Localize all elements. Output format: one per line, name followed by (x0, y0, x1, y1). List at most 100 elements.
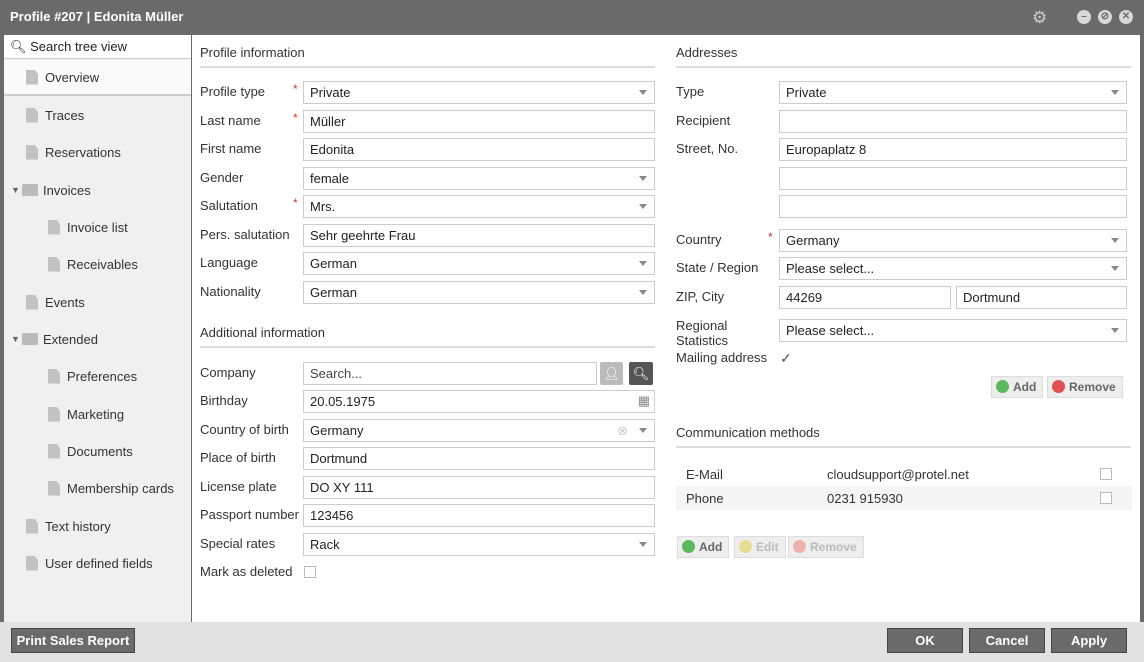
recipient-input[interactable] (779, 110, 1127, 133)
settings-gear-icon[interactable]: ⚙ (1032, 8, 1048, 27)
sidebar-item[interactable]: User defined fields (4, 545, 191, 581)
expand-arrow-icon[interactable]: ▼ (11, 334, 20, 344)
sidebar-item[interactable]: Documents (4, 433, 191, 469)
country-select-value: Germany (786, 233, 840, 248)
dropdown-arrow-icon[interactable] (1111, 238, 1119, 247)
field-gender-value: female (310, 171, 350, 186)
mailing-address-checkbox[interactable]: ✓ (780, 350, 792, 366)
restore-icon[interactable]: ⊘ (1098, 10, 1112, 24)
sidebar-item[interactable]: Membership cards (4, 470, 191, 506)
field-nationality[interactable]: German (303, 281, 655, 304)
field-label: Language (200, 255, 258, 270)
field-label: Type (676, 84, 705, 99)
apply-button[interactable]: Apply (1051, 628, 1127, 653)
field-salutation[interactable]: Mrs. (303, 195, 655, 218)
sidebar-item-label: Overview (45, 69, 100, 85)
sidebar-item[interactable]: Overview (4, 60, 191, 96)
sidebar-item[interactable]: Traces (4, 97, 191, 133)
sidebar-item-label: Membership cards (67, 480, 174, 496)
required-marker-icon: * (768, 230, 773, 244)
street-line2-input[interactable] (779, 167, 1127, 190)
sidebar-item[interactable]: ▼ Invoices (4, 172, 191, 208)
sidebar-item-label: Documents (67, 443, 133, 459)
dropdown-arrow-icon[interactable] (1111, 90, 1119, 99)
print-sales-report-button[interactable]: Print Sales Report (11, 628, 135, 653)
state-select-value: Please select... (786, 261, 875, 276)
file-icon (48, 256, 60, 272)
sidebar-item[interactable]: Reservations (4, 134, 191, 170)
address-add-button[interactable]: Add (991, 376, 1044, 398)
city-input-value: Dortmund (963, 290, 1021, 305)
regional-statistics-select[interactable]: Please select... (779, 319, 1127, 342)
calendar-icon[interactable]: ▦ (637, 393, 650, 408)
field-mark-as-deleted[interactable] (304, 566, 316, 578)
field-profile-type[interactable]: Private (303, 81, 655, 104)
sidebar-item-label: Text history (45, 518, 111, 534)
field-special-rates[interactable]: Rack (303, 533, 655, 556)
person-lookup-icon[interactable]: 👤︎ (600, 362, 623, 385)
dropdown-arrow-icon[interactable] (639, 204, 647, 213)
communication-methods-heading: Communication methods (676, 425, 1131, 448)
communication-checkbox[interactable] (1100, 468, 1112, 480)
file-icon (26, 144, 38, 160)
sidebar-item[interactable]: ▼ Extended (4, 321, 191, 357)
field-company-value: Search... (310, 366, 363, 381)
communication-add-button[interactable]: Add (677, 536, 730, 558)
field-label: Country of birth (200, 422, 289, 437)
field-label: Special rates (200, 536, 276, 551)
communication-row[interactable]: E-Mail cloudsupport@protel.net (676, 462, 1132, 486)
ok-button[interactable]: OK (887, 628, 963, 653)
folder-icon (22, 333, 38, 345)
communication-checkbox[interactable] (1100, 492, 1112, 504)
sidebar-item[interactable]: Events (4, 284, 191, 320)
dropdown-arrow-icon[interactable] (1111, 266, 1119, 275)
dropdown-arrow-icon[interactable] (639, 176, 647, 185)
expand-arrow-icon[interactable]: ▼ (11, 185, 20, 195)
field-birthday[interactable]: 20.05.1975 ▦ (303, 390, 655, 413)
search-tree-input[interactable]: 🔍︎ Search tree view (4, 35, 191, 59)
search-icon[interactable]: 🔍︎ (629, 362, 653, 385)
cancel-button[interactable]: Cancel (969, 628, 1045, 653)
sidebar-item[interactable]: Receivables (4, 246, 191, 282)
address-type-select[interactable]: Private (779, 81, 1127, 104)
zip-input[interactable]: 44269 (779, 286, 951, 309)
field-language[interactable]: German (303, 252, 655, 275)
field-passport-number[interactable]: 123456 (303, 504, 655, 527)
field-last-name[interactable]: Müller (303, 110, 655, 133)
field-country-of-birth[interactable]: Germany ⊗ (303, 419, 655, 442)
city-input[interactable]: Dortmund (956, 286, 1127, 309)
dropdown-arrow-icon[interactable] (639, 90, 647, 99)
communication-row[interactable]: Phone 0231 915930 (676, 486, 1132, 510)
sidebar-item[interactable]: Preferences (4, 358, 191, 394)
field-pers-salutation-value: Sehr geehrte Frau (310, 228, 416, 243)
dropdown-arrow-icon[interactable] (639, 542, 647, 551)
sidebar-item[interactable]: Invoice list (4, 209, 191, 245)
field-company[interactable]: Search... (303, 362, 597, 385)
field-license-plate-value: DO XY 111 (310, 480, 374, 495)
address-remove-button[interactable]: Remove (1047, 376, 1123, 398)
close-icon[interactable]: ✕ (1119, 10, 1133, 24)
dropdown-arrow-icon[interactable] (639, 290, 647, 299)
sidebar-item[interactable]: Marketing (4, 396, 191, 432)
dropdown-arrow-icon[interactable] (639, 428, 647, 437)
address-add-icon (996, 380, 1009, 393)
field-first-name[interactable]: Edonita (303, 138, 655, 161)
field-place-of-birth[interactable]: Dortmund (303, 447, 655, 470)
dropdown-arrow-icon[interactable] (639, 261, 647, 270)
minimize-icon[interactable]: – (1077, 10, 1091, 24)
field-pers-salutation[interactable]: Sehr geehrte Frau (303, 224, 655, 247)
sidebar-item[interactable]: Text history (4, 508, 191, 544)
field-license-plate[interactable]: DO XY 111 (303, 476, 655, 499)
street-line3-input[interactable] (779, 195, 1127, 218)
file-icon (48, 406, 60, 422)
address-remove-button-label: Remove (1069, 380, 1116, 394)
state-select[interactable]: Please select... (779, 257, 1127, 280)
street-input[interactable]: Europaplatz 8 (779, 138, 1127, 161)
clear-icon[interactable]: ⊗ (617, 423, 628, 438)
sidebar-item-label: Preferences (67, 368, 138, 384)
dropdown-arrow-icon[interactable] (1111, 328, 1119, 337)
country-select[interactable]: Germany (779, 229, 1127, 252)
field-gender[interactable]: female (303, 167, 655, 190)
sidebar-item-label: Traces (45, 107, 85, 123)
